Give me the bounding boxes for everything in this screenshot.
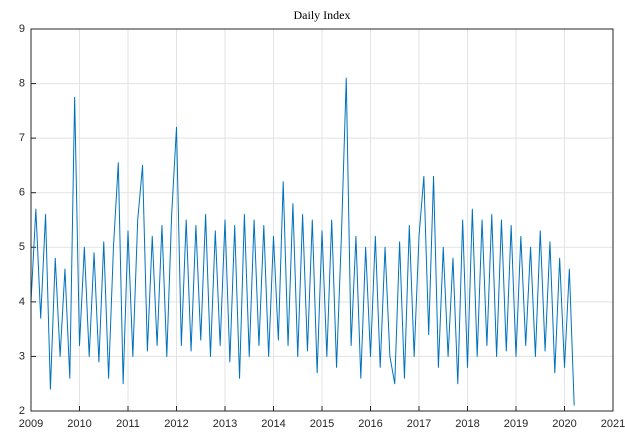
y-tick-label: 7 xyxy=(19,132,25,144)
data-line xyxy=(30,77,575,406)
y-tick-label: 6 xyxy=(19,187,25,199)
x-tick-label: 2014 xyxy=(261,418,285,430)
x-tick-label: 2013 xyxy=(213,418,237,430)
y-tick-label: 4 xyxy=(19,296,25,308)
x-tick-label: 2019 xyxy=(504,418,528,430)
x-tick-label: 2021 xyxy=(601,418,625,430)
x-tick-label: 2009 xyxy=(19,418,43,430)
chart-title: Daily Index xyxy=(294,8,351,22)
y-tick-label: 8 xyxy=(19,77,25,89)
x-tick-label: 2016 xyxy=(358,418,382,430)
x-tick-label: 2020 xyxy=(552,418,576,430)
x-tick-label: 2018 xyxy=(455,418,479,430)
x-tick-label: 2017 xyxy=(407,418,431,430)
y-tick-label: 5 xyxy=(19,241,25,253)
x-tick-label: 2015 xyxy=(310,418,334,430)
x-tick-label: 2012 xyxy=(164,418,188,430)
y-tick-label: 3 xyxy=(19,350,25,362)
y-tick-label: 2 xyxy=(19,405,25,417)
x-tick-label: 2010 xyxy=(67,418,91,430)
x-tick-label: 2011 xyxy=(116,418,140,430)
axes-box xyxy=(30,28,614,412)
y-tick-label: 9 xyxy=(19,23,25,35)
